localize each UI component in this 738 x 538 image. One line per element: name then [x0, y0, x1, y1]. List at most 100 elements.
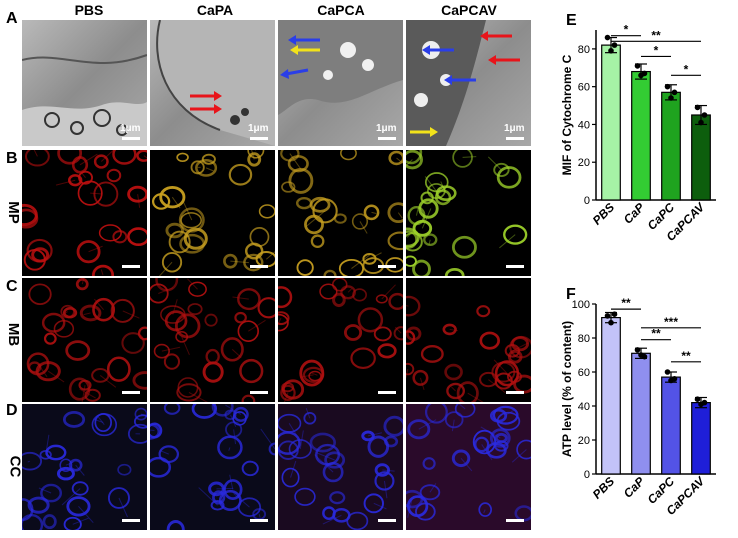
cell: [308, 370, 322, 382]
data-point: [668, 95, 674, 101]
cell: [374, 471, 395, 491]
cell-process: [299, 430, 304, 450]
mb-image-capca: [278, 278, 403, 402]
significance-label: *: [624, 23, 629, 37]
cell-process: [283, 392, 289, 402]
y-tick-label: 0: [584, 195, 590, 207]
cell-process: [421, 208, 432, 229]
scale-bar: [122, 265, 140, 268]
cell: [281, 379, 305, 400]
cell: [164, 310, 188, 332]
cell-process: [99, 375, 117, 388]
cell: [204, 313, 218, 327]
cell: [92, 264, 115, 276]
cell: [407, 205, 426, 226]
cell: [323, 269, 337, 276]
cell: [332, 292, 346, 308]
cell: [280, 150, 300, 162]
cell: [163, 353, 181, 370]
cell-process: [394, 326, 402, 334]
cell-layer: [406, 404, 531, 522]
panel-label-e: E: [566, 12, 577, 29]
cell: [225, 421, 243, 438]
cell-process: [450, 386, 456, 392]
significance-label: **: [651, 327, 661, 341]
cell: [237, 320, 259, 342]
cell: [132, 371, 147, 390]
cell: [493, 162, 510, 178]
cell-process: [305, 210, 326, 228]
cell: [324, 451, 346, 469]
cell: [220, 337, 244, 362]
cell: [363, 204, 380, 221]
cell: [136, 150, 147, 162]
cell: [278, 440, 299, 460]
cell: [117, 463, 132, 476]
cell-process: [396, 157, 403, 164]
cell-process: [137, 194, 141, 208]
cell: [329, 491, 346, 505]
cell: [489, 428, 511, 448]
cell: [127, 227, 147, 247]
panel-label-c: C: [6, 278, 18, 295]
cell: [367, 435, 390, 458]
cell: [258, 204, 275, 219]
cell-process: [230, 414, 237, 428]
cc-image-capa: [150, 404, 275, 530]
cell: [178, 207, 205, 233]
cell: [340, 150, 357, 161]
data-point: [641, 353, 648, 360]
cell: [478, 502, 493, 517]
cell-process: [188, 391, 208, 402]
cell-layer: [150, 404, 275, 530]
data-point: [608, 319, 614, 326]
cell-process: [429, 483, 437, 493]
cell-process: [55, 179, 76, 186]
cell: [474, 436, 490, 453]
cell-process: [499, 234, 516, 249]
cell-process: [100, 150, 115, 162]
cell-process: [322, 514, 342, 525]
cell: [303, 411, 317, 425]
cell-process: [230, 260, 249, 264]
data-point: [611, 311, 618, 317]
tem-texture-capca: [278, 20, 403, 115]
cell-process: [97, 416, 105, 425]
mb-image-pbs: [22, 278, 147, 402]
x-tick-label: PBS: [590, 474, 617, 501]
y-tick-label: 40: [578, 119, 590, 131]
cell: [158, 445, 180, 464]
data-point: [604, 313, 611, 319]
cell: [456, 381, 479, 402]
cell: [388, 292, 403, 311]
cell-process: [493, 359, 508, 374]
cell-process: [512, 342, 529, 352]
significance-label: **: [621, 296, 631, 310]
cell: [237, 497, 262, 517]
cell: [22, 203, 38, 227]
cell: [351, 213, 369, 230]
cell-process: [140, 413, 147, 417]
cell: [134, 407, 147, 421]
cell-process: [266, 251, 275, 260]
cell: [183, 227, 208, 250]
cell: [91, 413, 118, 437]
arrow-red: [410, 31, 520, 137]
cell-process: [462, 156, 477, 158]
cell: [42, 514, 57, 530]
cell-process: [90, 192, 101, 195]
cell: [444, 363, 463, 381]
cell-process: [150, 429, 155, 431]
cell: [496, 166, 522, 189]
cell-process: [449, 328, 458, 332]
scale-bar: [250, 137, 268, 140]
cell-process: [278, 317, 282, 326]
cell: [299, 359, 325, 387]
cell: [241, 394, 256, 402]
y-tick-label: 60: [578, 367, 590, 379]
cell: [452, 150, 473, 168]
cell: [176, 383, 202, 402]
cell: [45, 444, 67, 461]
cell: [278, 311, 290, 326]
